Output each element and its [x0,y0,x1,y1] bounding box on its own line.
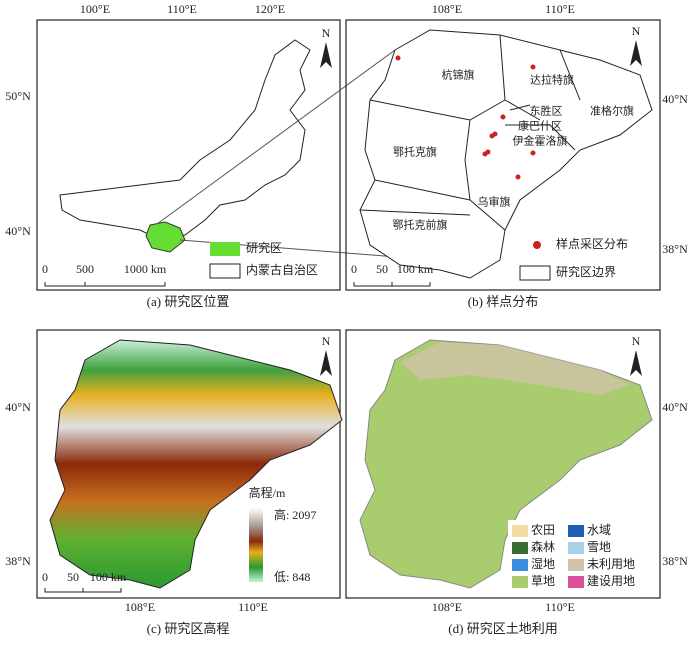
frame [345,329,661,599]
lat-label: 40°N [5,224,31,238]
panel-a: 100°E 110°E 120°E 50°N 40°N N 0 500 1000… [5,2,411,309]
legend-swatch [568,576,584,588]
north-arrow: N [322,334,331,348]
scale-label: 0 [42,262,48,276]
lat-label: 38°N [662,554,688,568]
scale-bar [353,282,431,287]
north-arrow-icon [320,42,332,68]
legend-swatch [568,542,584,554]
scale-label: 0 [351,262,357,276]
north-arrow: N [632,24,641,38]
panel-c: 高程/m 高: 2097 低: 848 108°E 110°E 40°N 38°… [5,329,343,636]
legend-swatch [512,542,528,554]
legend-label: 研究区边界 [556,264,616,279]
district-label: 康巴什区 [518,119,562,133]
legend-swatch [533,241,541,249]
legend-label: 湿地 [531,556,555,571]
frame [36,329,341,599]
legend-swatch [210,242,240,256]
legend-label: 内蒙古自治区 [246,262,318,277]
panel-b: 杭锦旗 达拉特旗 东胜区 准格尔旗 康巴什区 伊金霍洛旗 鄂托克旗 乌审旗 鄂托… [345,2,688,309]
district-label: 杭锦旗 [442,68,475,82]
scale-label: 50 [376,262,388,276]
north-arrow-icon [630,40,642,66]
legend-label: 样点采区分布 [556,236,628,251]
legend-label: 农田 [531,523,555,537]
lat-label: 50°N [5,89,31,103]
legend-label: 雪地 [587,540,611,554]
legend-swatch [519,265,551,281]
lon-label: 110°E [167,2,197,16]
scale-label: 0 [42,570,48,584]
sample-points [395,55,536,180]
legend-label: 建设用地 [587,574,635,588]
scale-bar [44,588,122,593]
caption: (a) 研究区位置 [147,294,230,309]
caption: (d) 研究区土地利用 [448,621,557,636]
legend-title: 高程/m [249,485,286,500]
lon-label: 100°E [80,2,110,16]
legend-label: 低: 848 [274,570,310,584]
lat-label: 40°N [662,400,688,414]
lat-label: 38°N [5,554,31,568]
legend-label: 森林 [531,539,555,554]
elevation-ramp [249,508,263,582]
lon-label: 120°E [255,2,285,16]
district-lines [359,34,581,231]
district-label: 鄂托克旗 [393,145,437,159]
scale-label: 500 [76,262,94,276]
lon-label: 110°E [238,600,268,614]
lon-label: 110°E [545,600,575,614]
scale-bar [44,282,166,287]
scale-label: 100 km [90,570,127,584]
frame [36,19,341,291]
lon-label: 108°E [125,600,155,614]
elevation-map [49,339,343,589]
study-area [145,221,186,253]
caption: (c) 研究区高程 [147,621,230,636]
legend-label: 草地 [531,574,555,588]
legend-swatch [512,525,528,537]
lon-label: 108°E [432,2,462,16]
legend-swatch [568,559,584,571]
district-label: 伊金霍洛旗 [513,134,568,148]
district-label: 准格尔旗 [590,104,634,118]
scale-label: 1000 km [124,262,167,276]
north-arrow: N [632,334,641,348]
lon-label: 110°E [545,2,575,16]
lat-label: 40°N [5,400,31,414]
lon-label: 108°E [432,600,462,614]
legend-swatch [568,525,584,537]
north-arrow-icon [320,350,332,376]
district-label: 达拉特旗 [530,73,574,87]
legend-swatch [512,559,528,571]
district-label: 鄂托克前旗 [393,218,448,232]
lat-label: 38°N [662,242,688,256]
legend-label: 研究区 [246,240,282,255]
district-label: 乌审旗 [478,195,511,209]
district-label: 东胜区 [530,104,563,118]
caption: (b) 样点分布 [468,294,538,309]
legend-label: 水域 [587,523,611,537]
north-arrow-icon [630,350,642,376]
landuse-patch [400,342,630,395]
legend-label: 未利用地 [587,557,635,571]
connector [156,49,396,225]
scale-label: 100 km [397,262,434,276]
lat-label: 40°N [662,92,688,106]
legend-swatch [209,263,241,279]
legend-swatch [512,576,528,588]
north-arrow: N [322,26,331,40]
scale-label: 50 [67,570,79,584]
legend-label: 高: 2097 [274,507,316,522]
frame [345,19,661,291]
